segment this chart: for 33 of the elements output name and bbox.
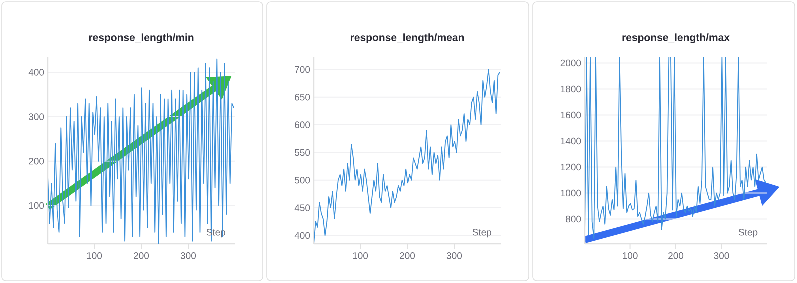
y-tick-label: 100 xyxy=(29,202,44,210)
y-tick-label: 1200 xyxy=(561,164,582,171)
y-tick-label: 700 xyxy=(295,66,310,74)
x-tick-label: 200 xyxy=(134,252,150,260)
chart-title: response_length/max xyxy=(622,34,730,44)
y-tick-label: 1000 xyxy=(561,190,582,197)
x-tick-label: 100 xyxy=(353,252,368,260)
y-tick-label: 1600 xyxy=(561,112,582,119)
chart-title: response_length/mean xyxy=(351,34,464,44)
chart-title: response_length/min xyxy=(89,34,194,44)
y-tick-label: 1800 xyxy=(561,86,582,93)
y-tick-label: 2000 xyxy=(560,60,582,67)
y-tick-label: 300 xyxy=(28,114,44,120)
y-tick-label: 600 xyxy=(295,122,310,128)
x-axis-title: Step xyxy=(472,229,492,238)
x-tick-label: 200 xyxy=(668,252,684,260)
y-tick-label: 650 xyxy=(295,94,310,101)
y-tick-label: 500 xyxy=(295,177,310,184)
x-axis-title: Step xyxy=(738,229,758,238)
y-tick-label: 400 xyxy=(294,232,310,240)
x-tick-label: 200 xyxy=(400,252,416,260)
x-tick-label: 300 xyxy=(446,252,462,260)
y-tick-label: 550 xyxy=(295,149,310,156)
y-tick-label: 450 xyxy=(294,204,310,212)
y-tick-label: 200 xyxy=(29,158,44,165)
y-tick-label: 1400 xyxy=(561,138,582,145)
y-tick-label: 800 xyxy=(566,216,582,223)
x-tick-label: 100 xyxy=(623,252,638,260)
y-tick-label: 400 xyxy=(28,69,44,76)
x-tick-label: 300 xyxy=(180,252,196,260)
x-tick-label: 100 xyxy=(87,252,102,260)
x-tick-label: 300 xyxy=(714,252,730,260)
line-series xyxy=(48,58,235,244)
